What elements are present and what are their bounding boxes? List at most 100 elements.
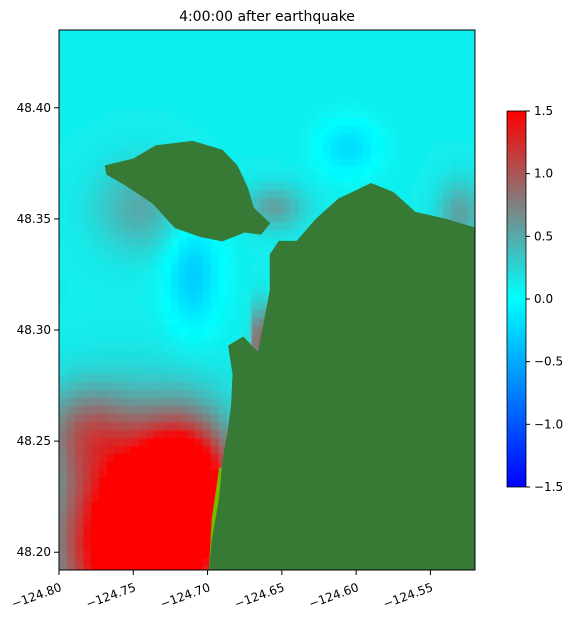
elevation-cell	[379, 30, 388, 39]
elevation-cell	[403, 46, 412, 55]
elevation-cell	[83, 286, 92, 295]
elevation-cell	[203, 470, 212, 479]
elevation-cell	[427, 78, 436, 87]
elevation-cell	[139, 38, 148, 47]
elevation-cell	[323, 110, 332, 119]
elevation-cell	[467, 150, 475, 159]
elevation-cell	[99, 382, 108, 391]
elevation-cell	[427, 102, 436, 111]
elevation-cell	[131, 334, 140, 343]
elevation-cell	[467, 142, 475, 151]
elevation-cell	[83, 126, 92, 135]
elevation-cell	[75, 270, 84, 279]
elevation-cell	[243, 70, 252, 79]
elevation-cell	[235, 86, 244, 95]
elevation-cell	[291, 38, 300, 47]
elevation-cell	[75, 518, 84, 527]
elevation-cell	[179, 558, 188, 567]
elevation-cell	[427, 134, 436, 143]
elevation-cell	[355, 158, 364, 167]
elevation-cell	[323, 142, 332, 151]
elevation-cell	[187, 414, 196, 423]
elevation-cell	[139, 566, 148, 570]
elevation-cell	[411, 86, 420, 95]
elevation-cell	[59, 254, 68, 263]
elevation-cell	[139, 462, 148, 471]
elevation-cell	[83, 526, 92, 535]
elevation-cell	[171, 246, 180, 255]
elevation-cell	[171, 462, 180, 471]
elevation-cell	[99, 318, 108, 327]
elevation-cell	[459, 94, 468, 103]
elevation-cell	[451, 38, 460, 47]
elevation-cell	[163, 334, 172, 343]
elevation-cell	[235, 134, 244, 143]
elevation-cell	[171, 566, 180, 570]
elevation-cell	[443, 206, 452, 215]
elevation-cell	[179, 470, 188, 479]
elevation-cell	[275, 158, 284, 167]
elevation-cell	[331, 150, 340, 159]
elevation-cell	[347, 182, 356, 191]
elevation-cell	[275, 166, 284, 175]
elevation-cell	[451, 54, 460, 63]
elevation-cell	[67, 254, 76, 263]
elevation-cell	[195, 454, 204, 463]
elevation-cell	[219, 46, 228, 55]
elevation-cell	[211, 342, 220, 351]
elevation-cell	[75, 246, 84, 255]
x-tick-label: −124.75	[84, 580, 138, 611]
elevation-cell	[131, 70, 140, 79]
elevation-cell	[59, 286, 68, 295]
elevation-cell	[147, 134, 156, 143]
elevation-cell	[99, 182, 108, 191]
elevation-cell	[243, 110, 252, 119]
elevation-cell	[163, 262, 172, 271]
elevation-cell	[251, 158, 260, 167]
elevation-cell	[147, 294, 156, 303]
elevation-cell	[107, 126, 116, 135]
elevation-cell	[83, 518, 92, 527]
elevation-cell	[187, 374, 196, 383]
elevation-cell	[331, 126, 340, 135]
elevation-cell	[179, 270, 188, 279]
elevation-cell	[227, 86, 236, 95]
elevation-cell	[283, 150, 292, 159]
elevation-cell	[91, 286, 100, 295]
elevation-cell	[155, 542, 164, 551]
elevation-cell	[91, 246, 100, 255]
elevation-cell	[203, 94, 212, 103]
elevation-cell	[163, 94, 172, 103]
elevation-cell	[155, 270, 164, 279]
elevation-cell	[123, 406, 132, 415]
elevation-cell	[187, 94, 196, 103]
elevation-cell	[371, 86, 380, 95]
elevation-cell	[91, 278, 100, 287]
elevation-cell	[91, 102, 100, 111]
elevation-cell	[299, 174, 308, 183]
elevation-cell	[451, 46, 460, 55]
elevation-cell	[243, 54, 252, 63]
elevation-cell	[99, 430, 108, 439]
elevation-cell	[387, 118, 396, 127]
elevation-cell	[155, 494, 164, 503]
elevation-cell	[419, 54, 428, 63]
elevation-cell	[243, 246, 252, 255]
elevation-cell	[115, 518, 124, 527]
elevation-cell	[83, 430, 92, 439]
elevation-cell	[267, 182, 276, 191]
elevation-cell	[91, 302, 100, 311]
elevation-cell	[195, 382, 204, 391]
elevation-cell	[75, 262, 84, 271]
elevation-cell	[147, 526, 156, 535]
elevation-cell	[163, 38, 172, 47]
elevation-cell	[123, 526, 132, 535]
elevation-cell	[163, 494, 172, 503]
elevation-cell	[91, 94, 100, 103]
elevation-cell	[195, 334, 204, 343]
elevation-cell	[59, 342, 68, 351]
elevation-cell	[139, 142, 148, 151]
elevation-cell	[147, 478, 156, 487]
elevation-cell	[155, 414, 164, 423]
elevation-cell	[419, 150, 428, 159]
